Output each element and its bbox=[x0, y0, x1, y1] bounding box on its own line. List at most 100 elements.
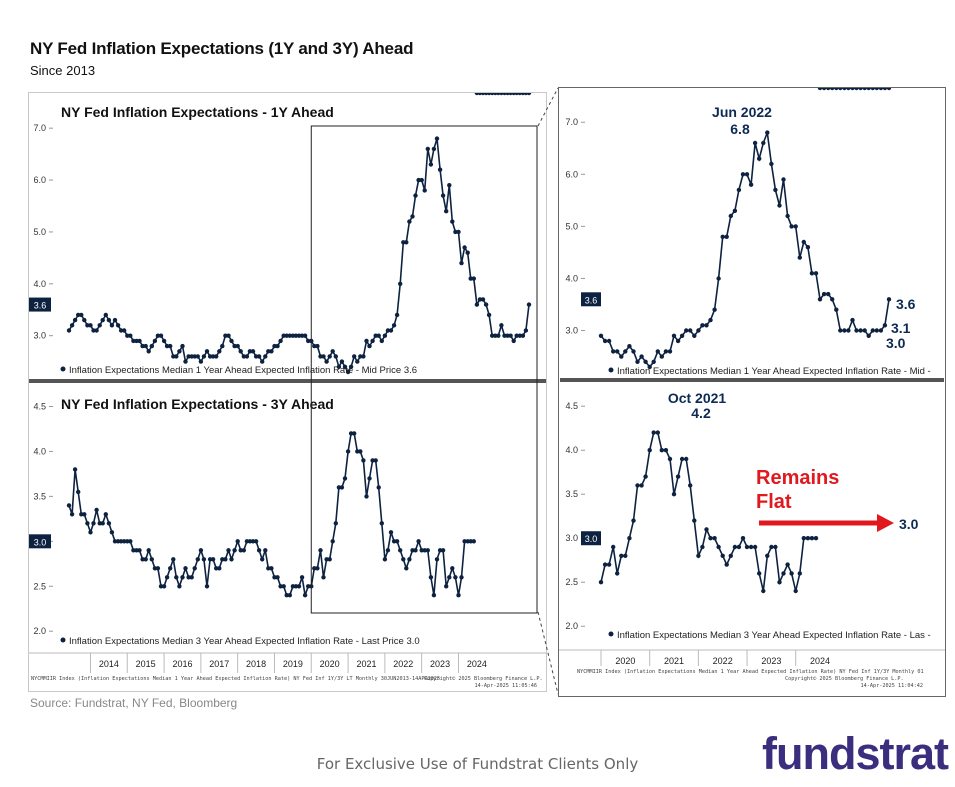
chart-1y-data-point bbox=[244, 354, 250, 359]
zoom-1y-data-point bbox=[846, 328, 851, 333]
chart-1y-data-point bbox=[486, 312, 492, 318]
chart-3y-data-point bbox=[330, 539, 335, 544]
chart-1y-data-point bbox=[404, 240, 409, 245]
chart-1y-data-point bbox=[180, 343, 185, 349]
chart-1y-data-point bbox=[256, 354, 262, 359]
zoom-1y-data-point bbox=[598, 333, 604, 338]
chart-1y-data-point bbox=[511, 338, 516, 344]
chart-3y-data-point bbox=[109, 530, 115, 535]
zoom-3y-data-point bbox=[886, 88, 892, 91]
annotation-peak-3y-value: 4.2 bbox=[691, 405, 711, 421]
zoom-3y-data-point bbox=[724, 562, 729, 567]
chart-3y-data-point bbox=[69, 512, 75, 517]
chart-3y-data-point bbox=[422, 548, 427, 553]
chart-1y-data-point bbox=[149, 343, 154, 349]
chart-3y-data-point bbox=[324, 557, 329, 562]
chart-3y-data-point bbox=[112, 539, 118, 544]
zoom-3y-data-point bbox=[838, 88, 843, 91]
chart-1y-data-point bbox=[260, 359, 265, 364]
zoom-1y-data-point bbox=[874, 328, 879, 333]
chart-3y-data-point bbox=[201, 557, 207, 562]
zoom-1y-legend-marker bbox=[608, 367, 614, 373]
chart-1y-data-point bbox=[97, 323, 102, 328]
chart-1y-data-point bbox=[339, 359, 345, 364]
chart-1y-data-point bbox=[278, 338, 283, 344]
chart-1y-data-point bbox=[428, 162, 434, 167]
chart-3y-data-point bbox=[296, 584, 302, 589]
zoom-3y-data-point bbox=[862, 88, 867, 91]
zoom-1y-data-point bbox=[801, 239, 806, 245]
chart-1y-data-point bbox=[321, 354, 326, 359]
chart-3y-data-point bbox=[250, 539, 256, 544]
chart-1y-ytick-label: 6.0 bbox=[33, 175, 46, 185]
zoom-3y-last-price-label: 3.0 bbox=[585, 534, 598, 544]
chart-3y-data-point bbox=[373, 458, 378, 463]
chart-3y-data-point bbox=[241, 548, 246, 553]
chart-1y-data-point bbox=[490, 333, 495, 338]
zoom-1y-data-point bbox=[854, 328, 859, 333]
chart-3y-data-point bbox=[94, 507, 99, 513]
x-axis-year-label: 2017 bbox=[209, 659, 229, 669]
zoom-3y-data-point bbox=[874, 88, 879, 91]
right-chart-svg: 7.0 6.0 5.0 4.0 3.0 3.6 Inflation Expectations… bbox=[559, 88, 945, 689]
chart-1y-data-point bbox=[210, 354, 216, 359]
source-note: Source: Fundstrat, NY Fed, Bloomberg bbox=[30, 696, 238, 710]
chart-1y-data-point bbox=[434, 136, 440, 141]
chart-3y-data-point bbox=[287, 593, 292, 598]
zoom-3y-data-point bbox=[757, 571, 762, 576]
chart-1y-data-point bbox=[422, 188, 427, 193]
zoom-1y-data-point bbox=[777, 203, 782, 208]
zoom-3y-data-point bbox=[651, 430, 656, 435]
right-chart-panel: 7.0 6.0 5.0 4.0 3.0 3.6 Inflation Expectations… bbox=[558, 87, 946, 697]
zoom-3y-data-point bbox=[797, 571, 802, 576]
zoom-footnote-copyright: Copyright© 2025 Bloomberg Finance L.P. bbox=[785, 676, 904, 682]
chart-1y-data-point bbox=[450, 219, 455, 224]
chart-3y-data-point bbox=[195, 557, 200, 562]
zoom-1y-data-point bbox=[862, 328, 867, 333]
zoom-3y-data-point bbox=[675, 474, 681, 479]
chart-1y-data-point bbox=[128, 333, 133, 338]
zoom-3y-data-point bbox=[615, 571, 620, 576]
zoom-1y-data-point bbox=[817, 297, 823, 302]
chart-3y-data-point bbox=[220, 557, 225, 562]
zoom-x-axis-year-label: 2020 bbox=[615, 656, 635, 666]
footnote-copyright: Copyright© 2025 Bloomberg Finance L.P. bbox=[424, 676, 543, 682]
chart-1y-data-point bbox=[82, 317, 87, 323]
chart-3y-data-point bbox=[348, 431, 354, 436]
chart-3y-data-point bbox=[413, 548, 418, 553]
chart-3y-data-point bbox=[385, 548, 391, 553]
chart-1y-data-point bbox=[66, 328, 72, 333]
chart-3y-data-point bbox=[370, 458, 375, 463]
zoom-1y-ytick-label: 6.0 bbox=[565, 169, 578, 179]
zoom-3y-data-point bbox=[671, 492, 677, 497]
chart-3y-data-point bbox=[91, 521, 96, 526]
chart-3y-data-point bbox=[235, 539, 240, 544]
zoom-1y-data-point bbox=[651, 359, 656, 364]
x-axis-year-label: 2018 bbox=[246, 659, 266, 669]
annotation-last-1y: 3.6 bbox=[896, 296, 916, 312]
chart-1y-data-point bbox=[177, 349, 182, 354]
chart-3y-data-point bbox=[388, 530, 394, 535]
chart-1y-data-point bbox=[370, 338, 375, 344]
pane-separator bbox=[29, 379, 546, 383]
zoom-3y-data-point bbox=[801, 536, 806, 541]
chart-1y-ytick-label: 4.0 bbox=[33, 279, 46, 289]
chart-1y-data-point bbox=[379, 338, 384, 344]
zoom-1y-data-point bbox=[740, 172, 746, 177]
zoom-1y-data-point bbox=[619, 354, 624, 359]
x-axis-year-label: 2015 bbox=[136, 659, 156, 669]
zoom-1y-data-point bbox=[655, 349, 660, 354]
zoom-1y-data-point bbox=[647, 364, 652, 370]
zoom-1y-data-point bbox=[870, 328, 875, 333]
chart-1y-data-point bbox=[364, 338, 369, 344]
zoom-1y-data-point bbox=[744, 172, 750, 177]
chart-3y-data-point bbox=[293, 584, 299, 589]
chart-3y-data-point bbox=[247, 539, 253, 544]
zoom-3y-data-point bbox=[647, 448, 652, 453]
chart-3y-data-point bbox=[238, 548, 243, 553]
zoom-1y-data-point bbox=[712, 307, 717, 312]
zoom-1y-legend: Inflation Expectations Median 1 Year Ahe… bbox=[617, 366, 931, 377]
chart-3y-data-point bbox=[149, 557, 154, 562]
zoom-1y-data-point bbox=[830, 297, 835, 302]
chart-3y-data-point bbox=[269, 566, 274, 571]
